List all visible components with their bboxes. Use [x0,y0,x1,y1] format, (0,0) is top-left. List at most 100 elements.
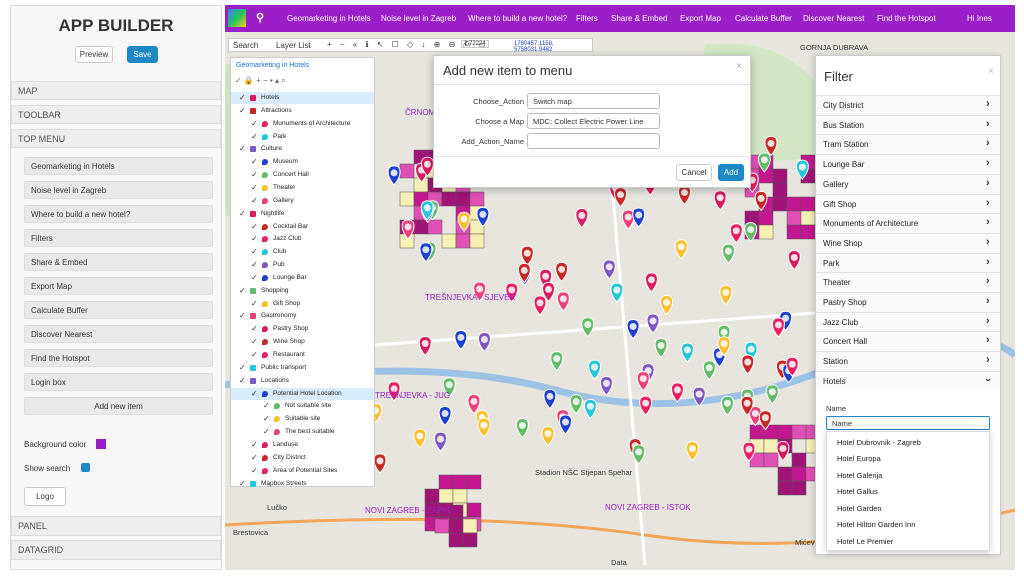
layer-row[interactable]: ✓ Cocktail Bar [231,221,374,233]
filter-item[interactable]: Theater › [816,272,1000,292]
marker-icon [732,227,740,235]
top-menu-item[interactable]: Geomarketing in Hotels [287,14,371,23]
top-menu-item[interactable]: Share & Embed [611,14,668,23]
menu-item[interactable]: Noise level in Zagreb [24,181,213,199]
layer-row[interactable]: ✓ Landuse [231,439,374,451]
layer-row[interactable]: ✓ Wine Shop [231,336,374,348]
add-button[interactable]: Add [718,164,744,181]
menu-item[interactable]: Where to build a new hotel? [24,205,213,223]
dialog-close[interactable]: × [736,61,742,72]
layer-list-tool[interactable]: Layer List [276,41,311,50]
scale-box: 1:72224 [461,40,489,48]
filter-item[interactable]: Bus Station › [816,114,1000,135]
option[interactable]: Hotel Galerija [837,470,883,480]
layer-row[interactable]: ✓ City District [231,452,374,464]
top-menu-item[interactable]: Calculate Buffer [735,14,792,23]
layer-row[interactable]: ✓ Gallery [231,195,374,207]
color-swatch[interactable] [96,439,106,449]
name-select[interactable]: Name [826,415,990,430]
cancel-button[interactable]: Cancel [676,164,712,181]
logo-button[interactable]: Logo [24,487,66,506]
layer-row[interactable]: ✓ Club [231,246,374,258]
layer-row[interactable]: ✓ Public transport [231,362,374,374]
option[interactable]: Hotel Hilton Garden Inn [837,520,916,529]
layer-row[interactable]: ✓ Monuments of Architecture [231,118,374,130]
top-menu-item[interactable]: Noise level in Zagreb [381,14,457,23]
menu-item[interactable]: Geomarketing in Hotels [24,157,213,175]
layer-row[interactable]: ✓ Lounge Bar [231,272,374,284]
layer-row[interactable]: ✓ Potential Hotel Location [231,387,374,400]
save-button[interactable]: Save [127,46,158,63]
filter-item[interactable]: Park › [816,252,1000,273]
layer-row[interactable]: ✓ Culture [231,143,374,155]
menu-item[interactable]: Filters [24,229,213,247]
layer-row[interactable]: ✓ Restaurant [231,349,374,361]
top-menu-item[interactable]: Export Map [680,14,721,23]
layer-row[interactable]: ✓ Suitable site [231,413,374,425]
layer-row[interactable]: ✓ Locations [231,375,374,387]
show-search-checkbox[interactable] [81,463,90,472]
filter-close[interactable]: × [988,66,994,77]
filter-item[interactable]: Hotels › [816,370,1000,391]
layer-label: Club [273,248,287,256]
add-item-button[interactable]: Add new item [24,397,213,415]
menu-item[interactable]: Export Map [24,277,213,295]
filter-item[interactable]: Tram Station › [816,134,1000,155]
filter-item[interactable]: Concert Hall › [816,331,1000,352]
layer-row[interactable]: ✓ Concert Hall [231,169,374,181]
menu-item[interactable]: Login box [24,373,213,391]
layer-row[interactable]: ✓ The best suitable [231,426,374,438]
preview-button[interactable]: Preview [75,46,113,63]
filter-item[interactable]: Gift Shop › [816,193,1000,214]
section-header[interactable]: DATAGRID [11,540,221,560]
top-menu-item[interactable]: Filters [576,14,598,23]
layer-row[interactable]: ✓ Nightlife [231,208,374,220]
filter-item[interactable]: Station › [816,351,1000,371]
layer-row[interactable]: ✓ Pub [231,259,374,271]
layer-row[interactable]: ✓ Gastronomy [231,310,374,322]
layer-row[interactable]: ✓ Gift Shop [231,298,374,310]
section-header[interactable]: PANEL [11,516,221,536]
district-cell [772,168,788,184]
option[interactable]: Hotel Europa [837,454,881,463]
search-tool[interactable]: Search [233,41,259,50]
filter-item[interactable]: Jazz Club › [816,311,1000,332]
layer-row[interactable]: ✓ Mapbox Streets [231,478,374,490]
filter-item[interactable]: Monuments of Architecture › [816,213,1000,233]
section-header[interactable]: MAP [11,81,221,100]
option[interactable]: Hotel Le Premier [837,536,894,546]
filter-item[interactable]: Gallery › [816,173,1000,194]
top-menu-item[interactable]: Where to build a new hotel? [468,14,568,23]
section-header[interactable]: TOOLBAR [11,105,221,124]
filter-item[interactable]: Wine Shop › [816,232,1000,253]
top-menu-item[interactable]: Find the Hotspot [877,14,936,23]
layer-row[interactable]: ✓ Hotels [231,92,374,104]
filter-item[interactable]: Lounge Bar › [816,154,1000,174]
layer-row[interactable]: ✓ Park [231,131,374,143]
menu-item[interactable]: Discover Nearest [24,325,213,343]
field-input[interactable] [527,133,660,149]
field-select[interactable]: Switch map [527,93,660,109]
layer-row[interactable]: ✓ Museum [231,156,374,168]
menu-item[interactable]: Share & Embed [24,253,213,271]
layer-row[interactable]: ✓ Shopping [231,285,374,297]
option[interactable]: Hotel Dubrovnik - Zagreb [837,437,921,447]
option[interactable]: Hotel Gallus [837,487,878,496]
top-menu-item[interactable]: Discover Nearest [803,14,865,23]
layer-row[interactable]: ✓ Theater [231,182,374,194]
menu-item[interactable]: Calculate Buffer [24,301,213,319]
user-menu[interactable]: Hi Ines [967,14,992,23]
layer-row[interactable]: ✓ Area of Potential Sites [231,465,374,477]
layer-row[interactable]: ✓ Attractions [231,105,374,117]
layer-row[interactable]: ✓ Jazz Club [231,233,374,245]
option[interactable]: Hotel Garden [837,503,882,513]
section-header[interactable]: TOP MENU [11,129,221,148]
marker-icon [404,223,412,231]
filter-item[interactable]: Pastry Shop › [816,292,1000,312]
field-select[interactable]: MDC: Collect Electric Power Line [527,113,660,129]
layer-row[interactable]: ✓ Pastry Shop [231,323,374,335]
chevron: › [986,137,990,150]
menu-item[interactable]: Find the Hotspot [24,349,213,367]
filter-item[interactable]: City District › [816,95,1000,115]
layer-row[interactable]: ✓ Not suitable site [231,400,374,412]
